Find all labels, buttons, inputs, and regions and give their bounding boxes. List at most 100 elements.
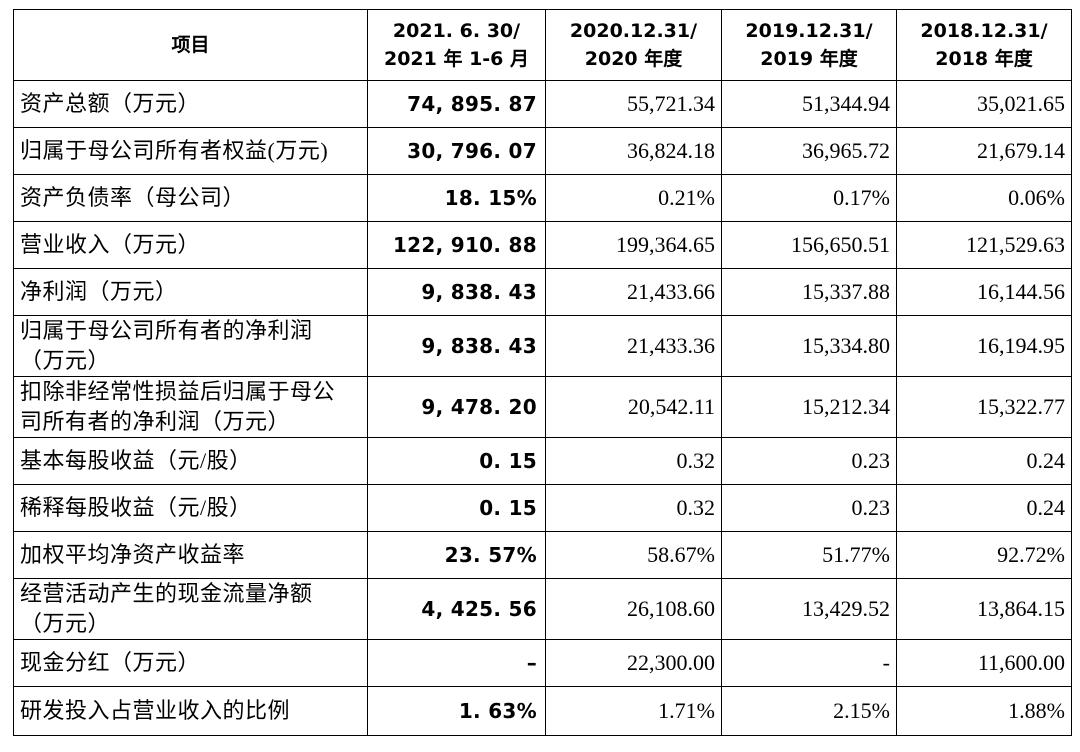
header-2021h1: 2021. 6. 30/ 2021 年 1-6 月 <box>367 9 546 81</box>
value-2018: 16,144.56 <box>896 268 1072 316</box>
value-2018: 13,864.15 <box>896 578 1072 640</box>
value-2021h1: 30, 796. 07 <box>367 127 546 175</box>
table-row-parent-net-profit: 归属于母公司所有者的净利润 （万元） 9, 838. 43 21,433.36 … <box>13 315 1072 377</box>
row-label-line: 资产总额（万元） <box>20 91 201 116</box>
value-2020: 36,824.18 <box>545 127 722 175</box>
value-2018: 11,600.00 <box>896 639 1072 687</box>
value-2019: - <box>721 639 897 687</box>
value-2018: 16,194.95 <box>896 315 1072 377</box>
table-row-revenue: 营业收入（万元） 122, 910. 88 199,364.65 156,650… <box>13 221 1072 269</box>
table-row-debt-ratio: 资产负债率（母公司） 18. 15% 0.21% 0.17% 0.06% <box>13 174 1072 222</box>
row-label-line: 扣除非经常性损益后归属于母公 <box>20 379 336 404</box>
header-2018: 2018.12.31/ 2018 年度 <box>896 9 1072 81</box>
value-2021h1: 0. 15 <box>367 437 546 485</box>
value-2018: 35,021.65 <box>896 80 1072 128</box>
row-label: 经营活动产生的现金流量净额 （万元） <box>13 578 368 640</box>
row-label: 资产总额（万元） <box>13 80 368 128</box>
value-2020: 21,433.66 <box>545 268 722 316</box>
value-2021h1: 9, 838. 43 <box>367 268 546 316</box>
value-2020: 26,108.60 <box>545 578 722 640</box>
table-row-parent-equity: 归属于母公司所有者权益(万元) 30, 796. 07 36,824.18 36… <box>13 127 1072 175</box>
value-2021h1: 0. 15 <box>367 484 546 532</box>
table-row-cash-dividend: 现金分红（万元） – 22,300.00 - 11,600.00 <box>13 639 1072 687</box>
row-label-line: 现金分红（万元） <box>20 650 201 675</box>
row-label: 扣除非经常性损益后归属于母公 司所有者的净利润（万元） <box>13 376 368 438</box>
row-label-line: 研发投入占营业收入的比例 <box>20 698 291 723</box>
table-row-diluted-eps: 稀释每股收益（元/股） 0. 15 0.32 0.23 0.24 <box>13 484 1072 532</box>
row-label-line: 基本每股收益（元/股） <box>20 448 252 473</box>
table-row-total-assets: 资产总额（万元） 74, 895. 87 55,721.34 51,344.94… <box>13 80 1072 128</box>
value-2021h1: 9, 838. 43 <box>367 315 546 377</box>
header-2020: 2020.12.31/ 2020 年度 <box>545 9 722 81</box>
header-row: 项目 2021. 6. 30/ 2021 年 1-6 月 2020.12.31/… <box>13 9 1072 81</box>
value-2019: 15,337.88 <box>721 268 897 316</box>
row-label: 稀释每股收益（元/股） <box>13 484 368 532</box>
row-label-line: （万元） <box>20 348 111 373</box>
value-2019: 13,429.52 <box>721 578 897 640</box>
value-2019: 0.23 <box>721 484 897 532</box>
row-label: 加权平均净资产收益率 <box>13 531 368 579</box>
value-2020: 21,433.36 <box>545 315 722 377</box>
value-2019: 156,650.51 <box>721 221 897 269</box>
header-2020-period: 2020 年度 <box>584 48 683 70</box>
value-2020: 58.67% <box>545 531 722 579</box>
value-2019: 0.23 <box>721 437 897 485</box>
row-label-line: （万元） <box>20 611 111 636</box>
row-label-line: 资产负债率（母公司） <box>20 185 246 210</box>
value-2019: 2.15% <box>721 686 897 736</box>
row-label: 归属于母公司所有者权益(万元) <box>13 127 368 175</box>
table-row-weighted-roe: 加权平均净资产收益率 23. 57% 58.67% 51.77% 92.72% <box>13 531 1072 579</box>
value-2019: 51.77% <box>721 531 897 579</box>
row-label: 归属于母公司所有者的净利润 （万元） <box>13 315 368 377</box>
row-label-line: 稀释每股收益（元/股） <box>20 495 252 520</box>
table-row-basic-eps: 基本每股收益（元/股） 0. 15 0.32 0.23 0.24 <box>13 437 1072 485</box>
value-2020: 1.71% <box>545 686 722 736</box>
value-2021h1: 1. 63% <box>367 686 546 736</box>
row-label: 净利润（万元） <box>13 268 368 316</box>
value-2020: 199,364.65 <box>545 221 722 269</box>
value-2018: 21,679.14 <box>896 127 1072 175</box>
value-2021h1: 23. 57% <box>367 531 546 579</box>
value-2020: 55,721.34 <box>545 80 722 128</box>
row-label: 营业收入（万元） <box>13 221 368 269</box>
value-2018: 121,529.63 <box>896 221 1072 269</box>
value-2019: 0.17% <box>721 174 897 222</box>
header-item-label: 项目 <box>171 34 210 56</box>
value-2019: 15,212.34 <box>721 376 897 438</box>
value-2021h1: 74, 895. 87 <box>367 80 546 128</box>
value-2020: 0.32 <box>545 437 722 485</box>
value-2020: 0.32 <box>545 484 722 532</box>
table-row-operating-cash-flow: 经营活动产生的现金流量净额 （万元） 4, 425. 56 26,108.60 … <box>13 578 1072 640</box>
table-row-net-profit: 净利润（万元） 9, 838. 43 21,433.66 15,337.88 1… <box>13 268 1072 316</box>
table-row-rd-ratio: 研发投入占营业收入的比例 1. 63% 1.71% 2.15% 1.88% <box>13 686 1072 736</box>
value-2021h1: 4, 425. 56 <box>367 578 546 640</box>
value-2019: 51,344.94 <box>721 80 897 128</box>
value-2019: 15,334.80 <box>721 315 897 377</box>
header-2021h1-date: 2021. 6. 30/ <box>392 20 521 42</box>
value-2018: 0.24 <box>896 437 1072 485</box>
value-2021h1: 18. 15% <box>367 174 546 222</box>
header-2018-date: 2018.12.31/ <box>920 20 1048 42</box>
value-2021h1: – <box>367 639 546 687</box>
value-2018: 15,322.77 <box>896 376 1072 438</box>
header-2021h1-period: 2021 年 1-6 月 <box>383 48 530 70</box>
table-row-deducted-net-profit: 扣除非经常性损益后归属于母公 司所有者的净利润（万元） 9, 478. 20 2… <box>13 376 1072 438</box>
value-2021h1: 122, 910. 88 <box>367 221 546 269</box>
value-2020: 0.21% <box>545 174 722 222</box>
row-label: 基本每股收益（元/股） <box>13 437 368 485</box>
value-2018: 0.06% <box>896 174 1072 222</box>
row-label-line: 营业收入（万元） <box>20 232 201 257</box>
value-2019: 36,965.72 <box>721 127 897 175</box>
row-label-line: 归属于母公司所有者权益(万元) <box>20 138 329 163</box>
header-2019-date: 2019.12.31/ <box>745 20 873 42</box>
value-2020: 20,542.11 <box>545 376 722 438</box>
row-label-line: 司所有者的净利润（万元） <box>20 409 291 434</box>
header-2019: 2019.12.31/ 2019 年度 <box>721 9 897 81</box>
value-2020: 22,300.00 <box>545 639 722 687</box>
row-label-line: 归属于母公司所有者的净利润 <box>20 318 313 343</box>
row-label-line: 加权平均净资产收益率 <box>20 542 246 567</box>
header-2018-period: 2018 年度 <box>935 48 1033 70</box>
header-2019-period: 2019 年度 <box>760 48 858 70</box>
row-label-line: 经营活动产生的现金流量净额 <box>20 581 313 606</box>
value-2018: 1.88% <box>896 686 1072 736</box>
